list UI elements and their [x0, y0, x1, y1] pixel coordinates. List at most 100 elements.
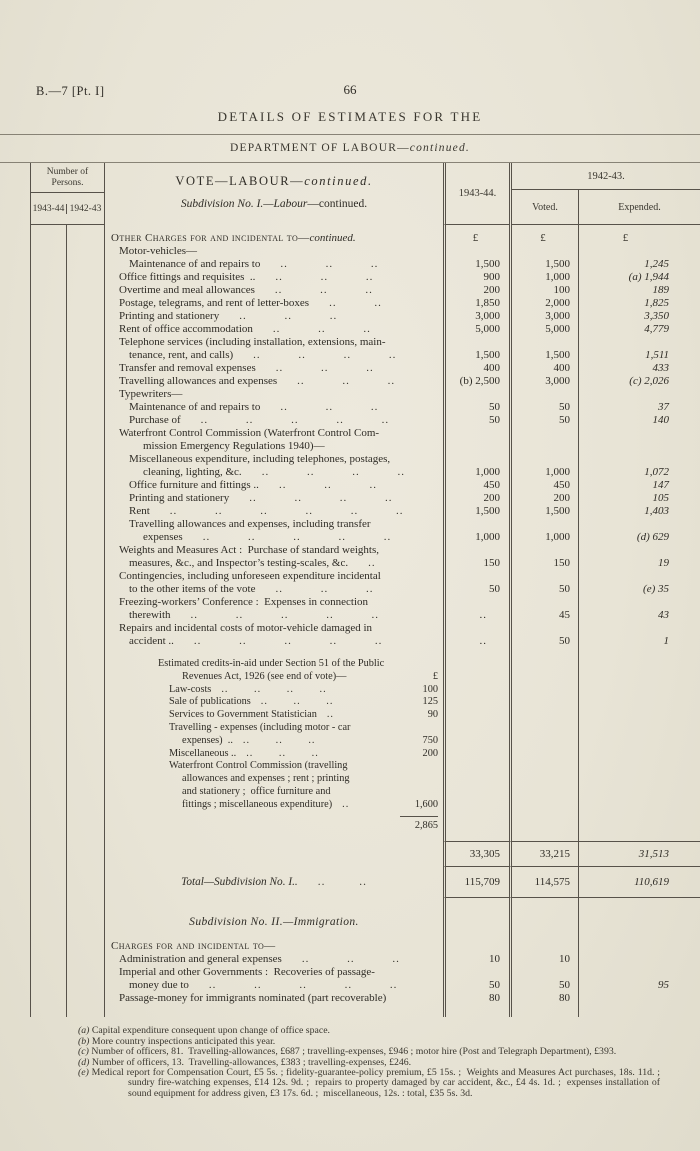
amount-1943-44-cell: 50 — [443, 414, 509, 427]
dot-leaders: .. .. .. .. — [253, 349, 397, 361]
amount-1943-44-cell — [443, 940, 509, 954]
amount-value: 400 — [553, 362, 571, 374]
text-fragment: mission Emergency Regulations 1940)— — [143, 440, 325, 452]
line-item-text: Services to Government Statistician.. 90 — [158, 709, 438, 722]
col-1943-44-header: 1943-44. — [443, 163, 509, 225]
persons-1942-cell — [66, 622, 104, 648]
amount-1943-44-cell: 50 — [443, 966, 509, 993]
persons-1943-cell — [30, 867, 66, 899]
amount-value: 43 — [658, 609, 669, 621]
amount-value: 2,000 — [545, 297, 570, 309]
amount-value: 80 — [489, 992, 500, 1005]
table-row: Overtime and meal allowances .. .. .. 200 1… — [30, 284, 700, 297]
amount-voted-cell — [509, 898, 578, 941]
text-fragment: Rent — [129, 505, 150, 517]
description-cell: Printing and stationery .. .. .. .. — [104, 492, 443, 505]
amount-1943-44-cell: 1,000 — [443, 453, 509, 479]
persons-1942-cell — [66, 323, 104, 336]
amount-value: 1,500 — [475, 505, 500, 517]
line-item-text: Postage, telegrams, and rent of letter-b… — [105, 297, 443, 310]
table-row: Office furniture and fittings .. .. .. ..… — [30, 479, 700, 492]
table-row: Passage-money for immigrants nominated (… — [30, 992, 700, 1006]
dot-leaders: .. — [342, 798, 350, 810]
amount-expended-cell — [578, 898, 700, 941]
amount-value: (e) 35 — [643, 583, 669, 595]
amount-value: 105 — [652, 492, 670, 504]
amount-value: 450 — [483, 479, 501, 491]
text-fragment: Transfer and removal expenses — [119, 362, 256, 374]
text-fragment: Other Charges for and incidental to— — [111, 232, 310, 244]
dot-leaders: .. .. .. — [275, 362, 374, 374]
amount-voted-cell: 150 — [509, 544, 578, 570]
persons-1943-cell — [30, 245, 66, 258]
amount-expended-cell: 1,245 — [578, 258, 700, 271]
amount-expended-cell — [578, 388, 700, 401]
amount-1943-44-cell: 1,000 — [443, 518, 509, 544]
vote-title-main: VOTE—LABOUR— — [175, 174, 305, 188]
dot-leaders: .. .. .. .. .. — [200, 414, 390, 426]
amount-expended-cell: (c) 2,026 — [578, 375, 700, 388]
description-cell: Repairs and incidental costs of motor-ve… — [104, 622, 443, 648]
amount-value: 3,350 — [644, 310, 669, 322]
amount-value: 37 — [658, 401, 669, 413]
line-item-text: Miscellaneous expenditure, including tel… — [105, 453, 443, 466]
amount-value: 1,000 — [545, 271, 570, 283]
persons-1943-cell — [30, 940, 66, 954]
line-item-text: tenance, rent, and calls) .. .. .. .. — [105, 349, 443, 362]
text-fragment: Travelling allowances and expenses — [119, 375, 278, 387]
dot-leaders: .. .. .. — [260, 696, 334, 708]
amount-expended-cell: 189 — [578, 284, 700, 297]
amount-expended-cell: 43 — [578, 596, 700, 622]
line-item-text: and stationery ; office furniture and — [158, 786, 438, 799]
amount-1943-44-cell: 3,000 — [443, 310, 509, 323]
amount-expended-cell: 31,513 — [578, 841, 700, 868]
table-row: Transfer and removal expenses .. .. .. 400… — [30, 362, 700, 375]
table-top-rule — [0, 162, 700, 163]
line-item-text: Revenues Act, 1926 (see end of vote)— £ — [158, 671, 438, 684]
amount-value: 31,513 — [638, 847, 669, 860]
persons-1943-cell — [30, 336, 66, 362]
line-item-text: Other Charges for and incidental to—cont… — [105, 232, 443, 245]
credits-total: 2,865 — [400, 815, 438, 833]
line-item-text: cleaning, lighting, &c. .. .. .. .. — [105, 466, 443, 479]
persons-1943-cell — [30, 570, 66, 596]
persons-1943-cell — [30, 297, 66, 310]
text-fragment: Printing and stationery — [119, 310, 220, 322]
amount-value: 433 — [652, 362, 670, 374]
amount-value: 19 — [658, 557, 669, 569]
vote-header: VOTE—LABOUR—continued. Subdivision No. I… — [104, 163, 443, 225]
table-row: Rent of office accommodation .. .. .. 5,00… — [30, 323, 700, 336]
amount-value: 1,000 — [475, 531, 500, 543]
amount-voted-cell: 1,500 — [509, 336, 578, 362]
table-row: Contingencies, including unforeseen expe… — [30, 570, 700, 596]
description-cell: Travelling allowances and expenses .. .. … — [104, 375, 443, 388]
text-fragment: expenses — [143, 531, 183, 543]
document-header: B.—7 [Pt. I] 66 — [36, 82, 664, 100]
subdivision-name: Subdivision No. I.—Labour — [180, 198, 308, 210]
amount-value: 1,511 — [645, 349, 669, 361]
estimates-table: Number of Persons. 1943-44 1942-43 VOTE—… — [0, 163, 700, 1018]
amount-value: 1,500 — [475, 349, 500, 361]
amount-value: 1,000 — [545, 466, 570, 478]
description-cell: Estimated credits-in-aid under Section 5… — [104, 648, 443, 842]
text-fragment: Contingencies, including unforeseen expe… — [119, 570, 381, 582]
dot-leaders: .. .. .. — [274, 284, 373, 296]
text-fragment: Freezing-workers’ Conference : Expenses … — [119, 596, 369, 608]
dot-leaders: .. .. .. — [297, 375, 396, 387]
title-rule — [0, 134, 700, 135]
page-number: 66 — [343, 82, 357, 97]
amount-expended-cell: 1,511 — [578, 336, 700, 362]
amount-value: (c) 2,026 — [629, 375, 669, 387]
col-1942-43-header: 1942-43. Voted. Expended. — [509, 163, 700, 225]
table-row: Maintenance of and repairs to .. .. .. 1,5… — [30, 258, 700, 271]
persons-1942-cell — [66, 492, 104, 505]
line-item-text: Weights and Measures Act : Purchase of s… — [105, 544, 443, 557]
text-fragment: Miscellaneous .. — [169, 747, 237, 759]
line-item-text: Rent .. .. .. .. .. .. — [105, 505, 443, 518]
amount-1943-44-cell: 1,500 — [443, 336, 509, 362]
text-fragment: Overtime and meal allowances — [119, 284, 255, 296]
vote-title-continued: continued. — [304, 174, 373, 188]
persons-1942-cell — [66, 898, 104, 941]
voted-header: Voted. — [532, 201, 558, 213]
amount-voted-cell — [509, 648, 578, 842]
